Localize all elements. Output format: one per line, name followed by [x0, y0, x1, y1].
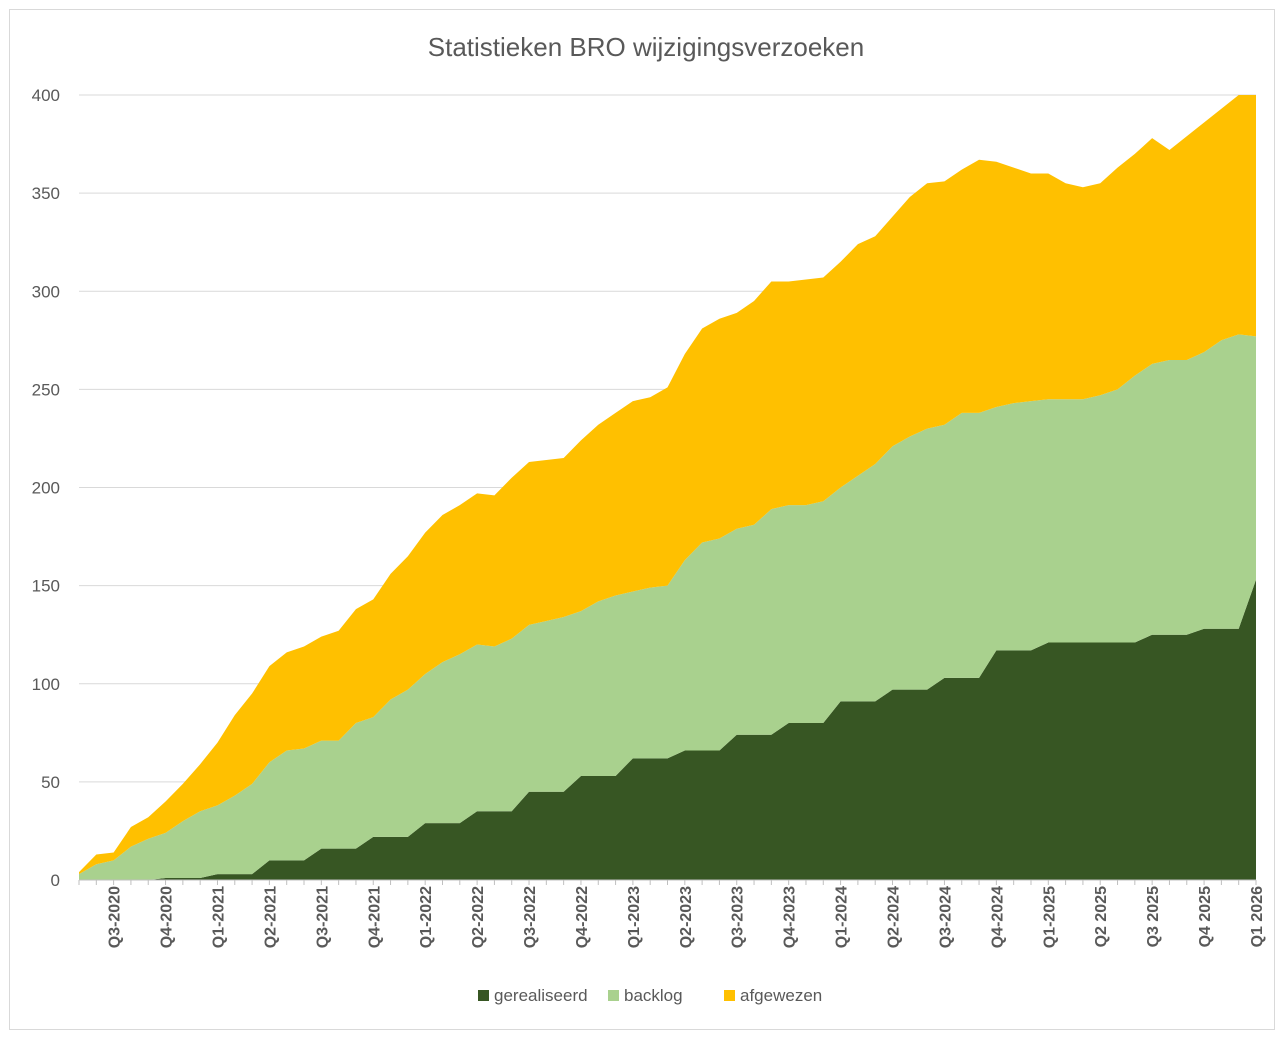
- x-tick-label: Q4-2020: [159, 886, 176, 948]
- x-tick-label: Q2-2022: [470, 886, 487, 948]
- series-area-backlog: [79, 334, 1256, 880]
- x-tick-label: Q1-2024: [834, 886, 851, 948]
- legend-swatch-afgewezen: [724, 990, 735, 1001]
- x-tick-label: Q4-2023: [782, 886, 799, 948]
- legend-label-gerealiseerd: gerealiseerd: [494, 986, 588, 1005]
- x-tick-label: Q4-2021: [366, 886, 383, 948]
- plot-areas: [79, 95, 1256, 880]
- chart-title: Statistieken BRO wijzigingsverzoeken: [428, 32, 864, 62]
- x-tick-label: Q2-2024: [886, 886, 903, 948]
- x-tick-label: Q1-2022: [418, 886, 435, 948]
- x-tick-label: Q3-2021: [314, 886, 331, 948]
- x-tick-label: Q2-2023: [678, 886, 695, 948]
- x-tick-label: Q2-2021: [262, 886, 279, 948]
- x-tick-label: Q4-2022: [574, 886, 591, 948]
- x-tick-label: Q1-2025: [1041, 886, 1058, 948]
- x-tick-label: Q1-2023: [626, 886, 643, 948]
- y-tick-label: 300: [32, 282, 60, 301]
- x-tick-label: Q3-2023: [730, 886, 747, 948]
- x-tick-label: Q3 2025: [1145, 886, 1162, 947]
- y-axis: 0 50 100 150 200 250 300 350 400: [32, 86, 60, 890]
- series-area-gerealiseerd: [79, 579, 1256, 880]
- y-tick-label: 50: [41, 773, 60, 792]
- x-tick-label: Q1-2021: [210, 886, 227, 948]
- x-tick-label: Q2 2025: [1093, 886, 1110, 947]
- legend: gerealiseerd backlog afgewezen: [478, 986, 822, 1005]
- legend-swatch-gerealiseerd: [478, 990, 489, 1001]
- x-tick-label: Q3-2024: [937, 886, 954, 948]
- y-tick-label: 250: [32, 380, 60, 399]
- y-tick-label: 200: [32, 479, 60, 498]
- x-tick-label: Q1 2026: [1249, 886, 1266, 947]
- x-tick-label: Q4-2024: [989, 886, 1006, 948]
- y-tick-label: 0: [51, 871, 60, 890]
- y-tick-label: 150: [32, 577, 60, 596]
- x-axis: Q3-2020 Q4-2020 Q1-2021 Q2-2021 Q3-2021 Q4-20…: [78, 879, 1266, 948]
- legend-swatch-backlog: [608, 990, 619, 1001]
- x-tick-label: Q4 2025: [1197, 886, 1214, 947]
- legend-label-afgewezen: afgewezen: [740, 986, 822, 1005]
- x-tick-label: Q3-2020: [107, 886, 124, 948]
- y-tick-label: 100: [32, 675, 60, 694]
- y-tick-label: 350: [32, 184, 60, 203]
- series-area-afgewezen: [79, 95, 1256, 875]
- y-tick-label: 400: [32, 86, 60, 105]
- legend-label-backlog: backlog: [624, 986, 683, 1005]
- x-tick-label: Q3-2022: [522, 886, 539, 948]
